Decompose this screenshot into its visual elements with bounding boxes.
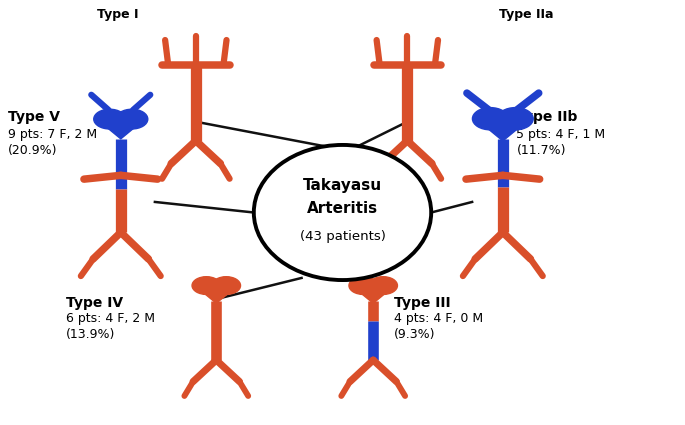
Text: Type I: Type I xyxy=(97,8,138,21)
Text: Arteritis: Arteritis xyxy=(307,201,378,216)
Text: 4 pts: 4 F, 0 M: 4 pts: 4 F, 0 M xyxy=(394,312,483,326)
Circle shape xyxy=(192,277,221,295)
Text: Type IIb: Type IIb xyxy=(516,110,578,125)
Text: Type IV: Type IV xyxy=(66,296,123,310)
Text: (9.3%): (9.3%) xyxy=(394,328,435,340)
Circle shape xyxy=(212,277,240,295)
Circle shape xyxy=(473,108,508,130)
Text: (20.9%): (20.9%) xyxy=(8,144,58,156)
Text: Takayasu: Takayasu xyxy=(303,178,382,193)
Circle shape xyxy=(369,277,397,295)
Polygon shape xyxy=(197,287,236,303)
Text: (11.7%): (11.7%) xyxy=(516,144,566,156)
Ellipse shape xyxy=(254,145,431,280)
Text: 9 pts: 7 F, 2 M: 9 pts: 7 F, 2 M xyxy=(8,128,97,141)
Text: Type IIa: Type IIa xyxy=(499,8,554,21)
Text: (13.9%): (13.9%) xyxy=(66,328,116,340)
Text: 6 pts: 4 F, 2 M: 6 pts: 4 F, 2 M xyxy=(66,312,155,326)
Text: Type V: Type V xyxy=(8,110,60,125)
Text: Type III: Type III xyxy=(394,296,450,310)
Circle shape xyxy=(497,108,533,130)
Polygon shape xyxy=(99,121,143,139)
Text: (43 patients): (43 patients) xyxy=(299,230,386,244)
Text: 5 pts: 4 F, 1 M: 5 pts: 4 F, 1 M xyxy=(516,128,606,141)
Polygon shape xyxy=(353,287,393,303)
Circle shape xyxy=(349,277,377,295)
Polygon shape xyxy=(478,120,527,141)
Circle shape xyxy=(116,109,148,129)
Circle shape xyxy=(94,109,125,129)
